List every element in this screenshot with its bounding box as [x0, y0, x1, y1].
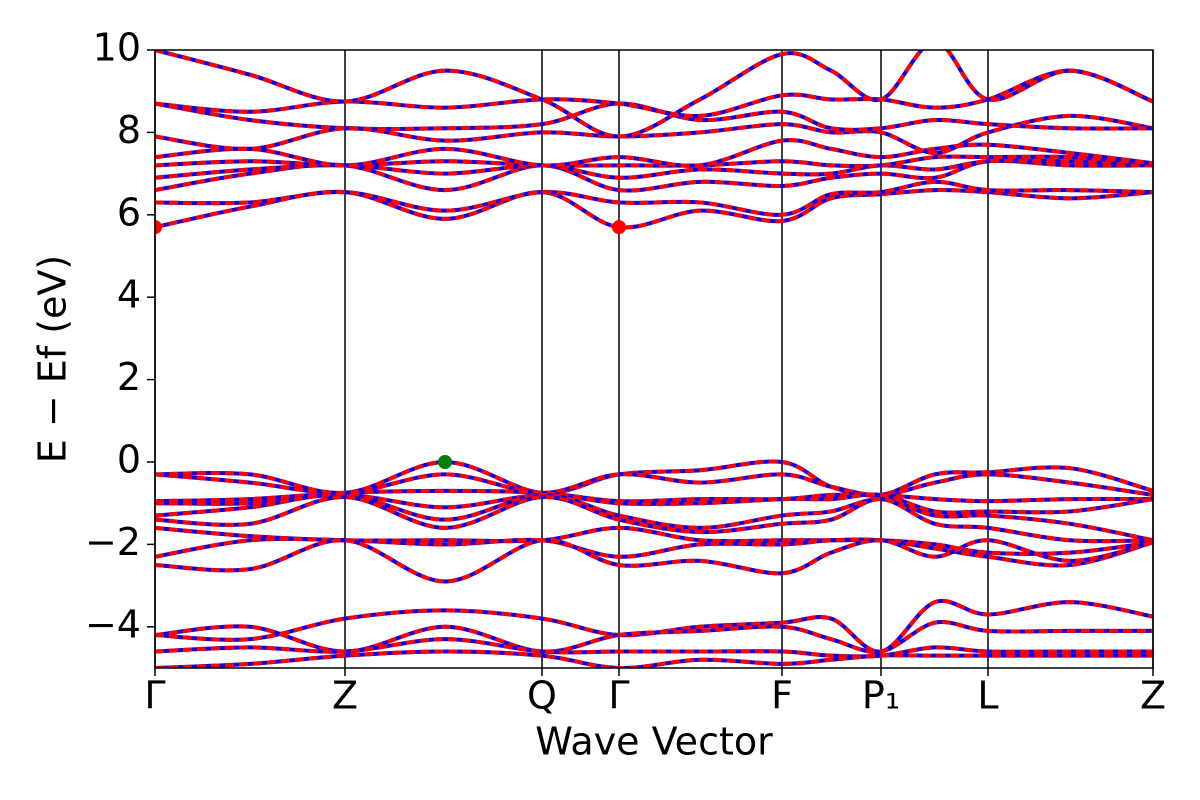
y-tick-label: 0 [117, 438, 141, 482]
y-tick-label: 2 [117, 355, 141, 399]
band [155, 138, 1153, 168]
band [155, 179, 1153, 217]
x-tick-label: Γ [144, 674, 165, 718]
band [155, 113, 1153, 156]
x-tick-label: P₁ [862, 674, 900, 718]
band [155, 619, 1153, 654]
plot-frame [154, 49, 1154, 669]
band [155, 649, 1153, 668]
band-edge-marker [438, 455, 452, 469]
band-edge-marker [155, 220, 162, 235]
y-tick-label: 6 [117, 190, 141, 234]
y-axis-label: E − Ef (eV) [31, 255, 75, 464]
y-tick-label: −2 [85, 520, 141, 564]
x-tick-label: L [977, 674, 998, 718]
band [155, 50, 1153, 139]
band-edge-marker [612, 220, 626, 235]
y-tick-label: 10 [93, 26, 141, 70]
band [155, 598, 1153, 654]
band [155, 188, 1153, 230]
y-tick-label: 4 [117, 273, 141, 317]
band-under [155, 50, 1153, 139]
x-tick-label: Z [332, 674, 358, 718]
x-tick-label: Γ [608, 674, 629, 718]
x-tick-label: Z [1140, 674, 1166, 718]
band [155, 536, 1153, 568]
band [155, 488, 1153, 504]
band-under [155, 492, 1153, 543]
x-axis-label: Wave Vector [535, 720, 773, 764]
band [155, 101, 1153, 132]
x-tick-label: F [771, 674, 793, 718]
band-under [155, 649, 1153, 668]
y-tick-label: −4 [85, 602, 141, 646]
band [155, 538, 1153, 584]
band [155, 637, 1153, 659]
x-tick-label: Q [527, 674, 557, 718]
band [155, 495, 1153, 544]
y-tick-label: 8 [117, 108, 141, 152]
band [155, 472, 1153, 497]
band [155, 459, 1153, 498]
plot-area [155, 50, 1153, 668]
